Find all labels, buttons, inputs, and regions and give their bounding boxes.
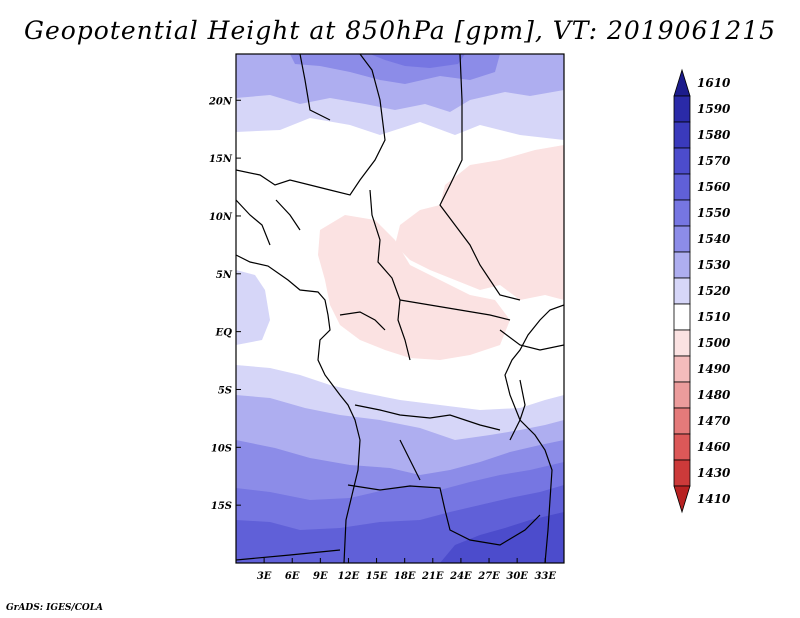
colorbar-box [673,277,691,305]
colorbar-box [673,95,691,123]
colorbar-label: 1560 [697,180,731,194]
colorbar-box [673,199,691,227]
colorbar-box [673,433,691,461]
longitude-ticks: 3E 6E 9E 12E 15E 18E 21E 24E 27E 30E 33E [257,558,556,582]
lon-tick-label: 18E [394,571,416,582]
colorbar-box [673,173,691,201]
contour-1500-central [318,215,510,360]
contour-1500-east [395,145,564,300]
colorbar-label: 1550 [697,206,731,220]
colorbar-label: 1410 [697,492,731,506]
lat-tick-label: 5N [216,270,233,281]
colorbar-label: 1510 [697,310,731,324]
colorbar-label: 1590 [697,102,731,116]
lat-tick-label: 5S [218,385,232,396]
colorbar-box [673,485,691,514]
lon-tick-label: 6E [285,571,300,582]
colorbar-label: 1530 [697,258,731,272]
contour-1520-south [236,270,270,345]
colorbar-box [673,225,691,253]
lon-tick-label: 15E [366,571,388,582]
colorbar-label: 1500 [697,336,731,350]
colorbar-box [673,459,691,487]
colorbar-labels: 1610 1590 1580 1570 1560 1550 1540 1530 1520 1510… [697,76,731,506]
lon-tick-label: 3E [257,571,272,582]
lat-tick-label: 20N [208,96,233,107]
grads-credit: GrADS: IGES/COLA [6,603,104,613]
lon-tick-label: 27E [477,571,500,582]
lat-tick-label: 15N [209,154,233,165]
colorbar-label: 1520 [697,284,731,298]
colorbar-label: 1470 [697,414,731,428]
colorbar-label: 1570 [697,154,731,168]
map-frame [235,53,565,564]
lon-tick-label: 21E [421,571,444,582]
colorbar-box [673,68,691,97]
colorbar-label: 1430 [697,466,731,480]
map-title: Geopotential Height at 850hPa [gpm], VT:… [23,16,777,45]
lon-tick-label: 24E [449,571,472,582]
lat-tick-label: 10S [211,443,232,454]
colorbar-box [673,329,691,357]
colorbar-label: 1610 [697,76,731,90]
colorbar-box [673,355,691,383]
lat-tick-label: 15S [211,501,232,512]
colorbar-label: 1460 [697,440,731,454]
lat-tick-label: 10N [209,212,233,223]
colorbar-label: 1490 [697,362,731,376]
colorbar-box [673,381,691,409]
colorbar-box [673,147,691,175]
height-field [236,54,564,563]
contour-1570-south [440,512,564,563]
colorbar-box [673,251,691,279]
colorbar-box [673,303,691,331]
colorbar-boxes [673,68,691,514]
lon-tick-label: 9E [313,571,328,582]
lon-tick-label: 30E [506,571,528,582]
lon-tick-label: 12E [338,571,360,582]
colorbar-label: 1540 [697,232,731,246]
lon-tick-label: 33E [534,571,556,582]
latitude-ticks: 20N 15N 10N 5N EQ 5S 10S 15S [208,96,241,512]
colorbar-label: 1480 [697,388,731,402]
colorbar-label: 1580 [697,128,731,142]
colorbar-box [673,407,691,435]
contour-1550-north [370,54,465,68]
colorbar-box [673,121,691,149]
lat-tick-label: EQ [215,328,233,339]
country-borders [236,54,564,563]
